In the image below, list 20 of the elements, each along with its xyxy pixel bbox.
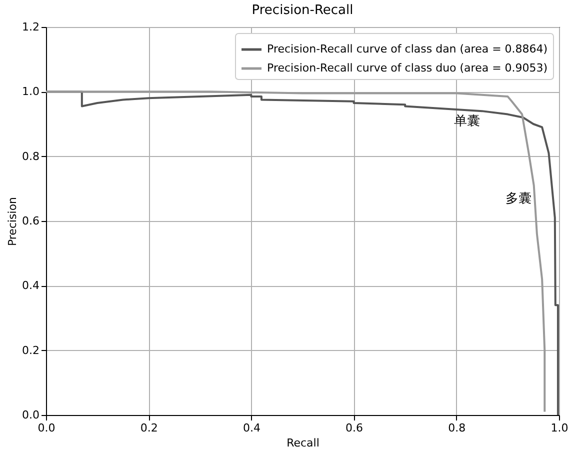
y-tick-label: 0.6 xyxy=(22,214,40,228)
annotation: 单囊 xyxy=(454,114,480,130)
chart-title: Precision-Recall xyxy=(252,3,354,18)
x-axis-title: Recall xyxy=(286,436,320,450)
y-tick-label: 0.8 xyxy=(22,150,40,163)
y-tick-label: 0.4 xyxy=(22,279,40,292)
x-tick-label: 0.0 xyxy=(38,422,56,434)
y-tick-label: 1.0 xyxy=(22,85,40,98)
x-tick-label: 1.0 xyxy=(550,422,568,434)
y-tick-label: 1.2 xyxy=(22,20,40,34)
y-tick-label: 0.0 xyxy=(22,408,40,422)
annotation: 多囊 xyxy=(505,192,532,207)
legend-label: Precision-Recall curve of class duo (area = 0.9053) xyxy=(267,62,548,74)
legend-label: Precision-Recall curve of class dan (area = 0.8864) xyxy=(267,42,548,56)
x-tick-label: 0.6 xyxy=(346,422,364,434)
x-tick-label: 0.4 xyxy=(242,422,260,434)
x-tick-label: 0.8 xyxy=(448,422,466,434)
y-tick-label: 0.2 xyxy=(22,344,40,357)
y-axis-title: Precision xyxy=(6,196,20,246)
x-tick-label: 0.2 xyxy=(140,422,158,434)
